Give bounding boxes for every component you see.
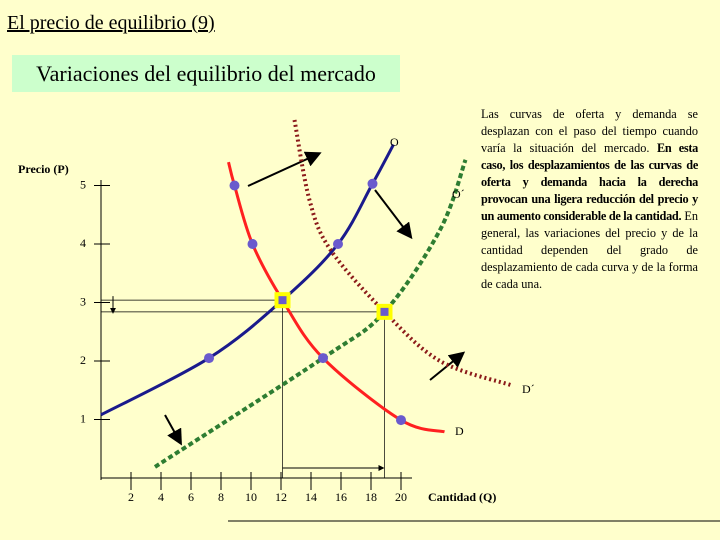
x-tick-label: 8: [218, 490, 224, 504]
point: [396, 415, 406, 426]
x-tick-label: 14: [305, 490, 317, 504]
x-tick-label: 10: [245, 490, 257, 504]
x-tick-label: 2: [128, 490, 134, 504]
x-tick-label: 18: [365, 490, 377, 504]
equilibrium-core: [380, 307, 389, 316]
y-tick-label: 1: [80, 411, 86, 425]
subtitle: Variaciones del equilibrio del mercado: [12, 55, 400, 92]
point: [367, 178, 378, 189]
point: [247, 239, 258, 249]
shift-arrow: [374, 189, 413, 240]
curve-label: D´: [522, 382, 535, 396]
note-text: En general, las variaciones del precio y…: [481, 209, 698, 291]
curve-label: O´: [452, 187, 465, 201]
point: [204, 353, 214, 364]
y-tick-label: 5: [80, 177, 86, 191]
y-tick-label: 2: [80, 353, 86, 367]
x-tick-label: 6: [188, 490, 194, 504]
title: El precio de equilibrio (9): [7, 12, 215, 34]
note-text: Las curvas de oferta y demanda se despla…: [481, 107, 698, 155]
x-tick-label: 16: [335, 490, 347, 504]
shift-arrow: [247, 151, 322, 187]
point: [318, 353, 328, 364]
x-tick-label: 4: [158, 490, 164, 504]
curve: [292, 119, 512, 387]
curve: [100, 143, 395, 417]
note: Las curvas de oferta y demanda se despla…: [481, 106, 698, 293]
point: [229, 180, 240, 191]
x-tick-label: 12: [275, 490, 287, 504]
y-tick-label: 4: [80, 236, 86, 250]
note-text: En esta caso, los desplazamientos de las…: [481, 141, 698, 223]
shift-arrow: [429, 351, 466, 381]
curve: [153, 159, 468, 469]
curve: [227, 161, 445, 434]
shift-arrow: [164, 414, 182, 446]
x-tick-label: 20: [395, 490, 407, 504]
point: [333, 239, 343, 249]
curve-label: O: [390, 135, 399, 149]
x-axis-label: Cantidad (Q): [428, 490, 496, 504]
y-axis-label: Precio (P): [18, 162, 69, 176]
y-tick-label: 3: [80, 294, 86, 308]
equilibrium-core: [278, 296, 287, 305]
curve-label: D: [455, 424, 464, 438]
